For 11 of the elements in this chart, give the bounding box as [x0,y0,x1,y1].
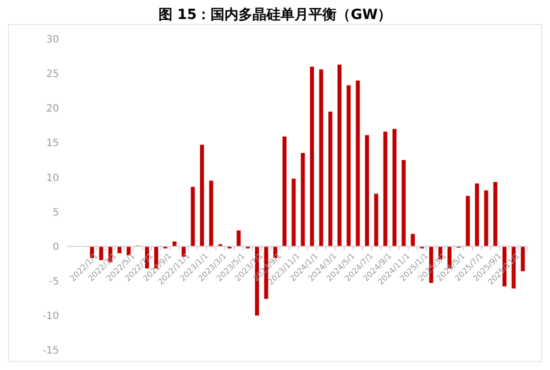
chart-title: 图 15：国内多晶硅单月平衡（GW） [157,6,393,24]
y-tick-label: 30 [46,34,59,46]
y-tick-label: 15 [46,138,59,150]
y-tick-label: 25 [46,69,59,80]
y-tick-label: -10 [42,310,59,322]
y-tick-label: 10 [46,172,59,184]
y-tick-label: 20 [46,104,59,115]
y-tick-label: -15 [42,346,59,357]
y-tick-label: 0 [52,242,59,253]
y-tick-label: -5 [49,276,59,288]
y-tick-label: 5 [52,207,59,218]
